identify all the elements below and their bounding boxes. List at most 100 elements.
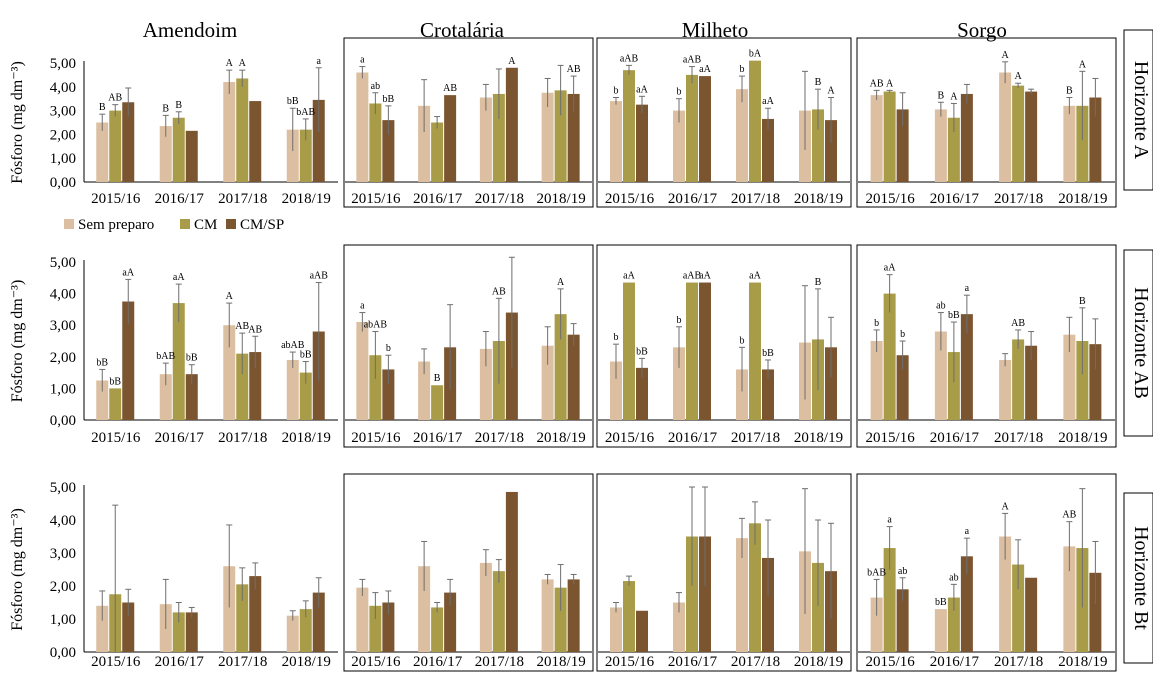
bar xyxy=(567,93,580,182)
bar xyxy=(934,609,947,652)
significance-label: b xyxy=(386,343,391,354)
y-tick-label: 3,00 xyxy=(50,546,76,562)
significance-label: bB xyxy=(762,348,774,359)
significance-label: b xyxy=(677,315,682,326)
significance-label: aA xyxy=(884,263,896,274)
bar xyxy=(749,523,761,652)
significance-label: a xyxy=(965,526,970,537)
x-tick-label: 2015/16 xyxy=(351,430,401,446)
x-tick-label: 2016/17 xyxy=(413,430,463,446)
bar xyxy=(505,67,518,182)
significance-label: aA xyxy=(699,271,711,282)
significance-label: a xyxy=(887,515,892,526)
significance-label: aAB xyxy=(620,53,639,64)
x-tick-label: 2015/16 xyxy=(91,654,141,670)
bar xyxy=(1012,85,1025,182)
bar xyxy=(479,562,492,652)
significance-label: aA xyxy=(762,96,774,107)
bar xyxy=(825,120,837,182)
legend-label: CM xyxy=(194,217,217,233)
bar xyxy=(699,76,711,182)
y-tick-label: 0,00 xyxy=(50,645,76,661)
significance-label: bB xyxy=(935,597,947,608)
bar xyxy=(236,353,249,420)
bar xyxy=(1012,339,1025,420)
significance-label: bB xyxy=(948,310,960,321)
bar xyxy=(567,579,580,652)
bar xyxy=(870,597,883,652)
bar xyxy=(1063,334,1076,420)
y-tick-label: 1,00 xyxy=(50,612,76,628)
bar xyxy=(673,602,685,652)
significance-label: A xyxy=(950,91,958,102)
bar xyxy=(299,609,312,652)
x-tick-label: 2018/19 xyxy=(537,654,586,670)
x-tick-label: 2018/19 xyxy=(794,191,843,207)
significance-label: ab xyxy=(949,572,958,583)
bar xyxy=(947,117,960,182)
x-tick-label: 2018/19 xyxy=(282,191,331,207)
y-tick-label: 1,00 xyxy=(50,381,76,397)
legend-swatch xyxy=(180,219,190,229)
bar xyxy=(934,331,947,420)
bar xyxy=(686,536,698,652)
bar xyxy=(223,325,236,420)
bar xyxy=(382,369,395,420)
significance-label: AB xyxy=(1062,510,1076,521)
significance-label: AB xyxy=(235,321,249,332)
bar xyxy=(369,103,382,182)
legend-swatch xyxy=(64,219,74,229)
bar xyxy=(418,566,431,652)
x-tick-label: 2018/19 xyxy=(537,430,586,446)
x-tick-label: 2017/18 xyxy=(475,654,524,670)
y-axis-label: Fósforo (mg dm⁻³) xyxy=(9,61,26,184)
x-tick-label: 2017/18 xyxy=(731,654,780,670)
x-tick-label: 2016/17 xyxy=(668,430,718,446)
significance-label: b xyxy=(614,86,619,97)
bar xyxy=(431,385,444,420)
bar xyxy=(122,102,135,182)
horizon-label-box xyxy=(1123,29,1153,191)
bar xyxy=(236,584,249,652)
x-tick-label: 2016/17 xyxy=(668,191,718,207)
bar xyxy=(610,361,622,420)
x-tick-label: 2018/19 xyxy=(537,191,586,207)
bar xyxy=(554,90,567,182)
bar xyxy=(431,122,444,182)
significance-label: ab xyxy=(371,81,380,92)
panel-frame xyxy=(596,473,852,672)
bar xyxy=(185,130,198,182)
significance-label: b xyxy=(677,87,682,98)
bar xyxy=(960,93,973,182)
x-tick-label: 2016/17 xyxy=(930,654,980,670)
horizon-label: Horizonte Bt xyxy=(1130,526,1152,630)
significance-label: AB xyxy=(108,93,122,104)
x-tick-label: 2015/16 xyxy=(866,654,916,670)
x-tick-label: 2018/19 xyxy=(282,654,331,670)
bar xyxy=(1089,97,1102,182)
significance-label: b xyxy=(874,318,879,329)
y-tick-label: 4,00 xyxy=(50,513,76,529)
bar xyxy=(749,60,761,183)
significance-label: bB xyxy=(96,357,108,368)
horizon-label-box xyxy=(1123,492,1153,664)
bar xyxy=(636,367,648,420)
crop-title: Amendoim xyxy=(143,18,238,42)
y-tick-label: 4,00 xyxy=(50,287,76,303)
x-tick-label: 2015/16 xyxy=(351,191,401,207)
significance-label: a xyxy=(317,56,322,67)
significance-label: aA xyxy=(749,271,761,282)
bar xyxy=(623,581,635,652)
bar xyxy=(122,602,135,652)
bar xyxy=(673,110,685,182)
x-tick-label: 2015/16 xyxy=(605,430,655,446)
bar xyxy=(185,374,198,420)
bar xyxy=(1025,577,1038,652)
significance-label: A xyxy=(557,277,565,288)
bar xyxy=(418,105,431,182)
significance-label: aA xyxy=(699,64,711,75)
y-axis-label: Fósforo (mg dm⁻³) xyxy=(9,280,26,403)
x-tick-label: 2016/17 xyxy=(668,654,718,670)
bar xyxy=(554,587,567,652)
bar xyxy=(736,369,748,420)
